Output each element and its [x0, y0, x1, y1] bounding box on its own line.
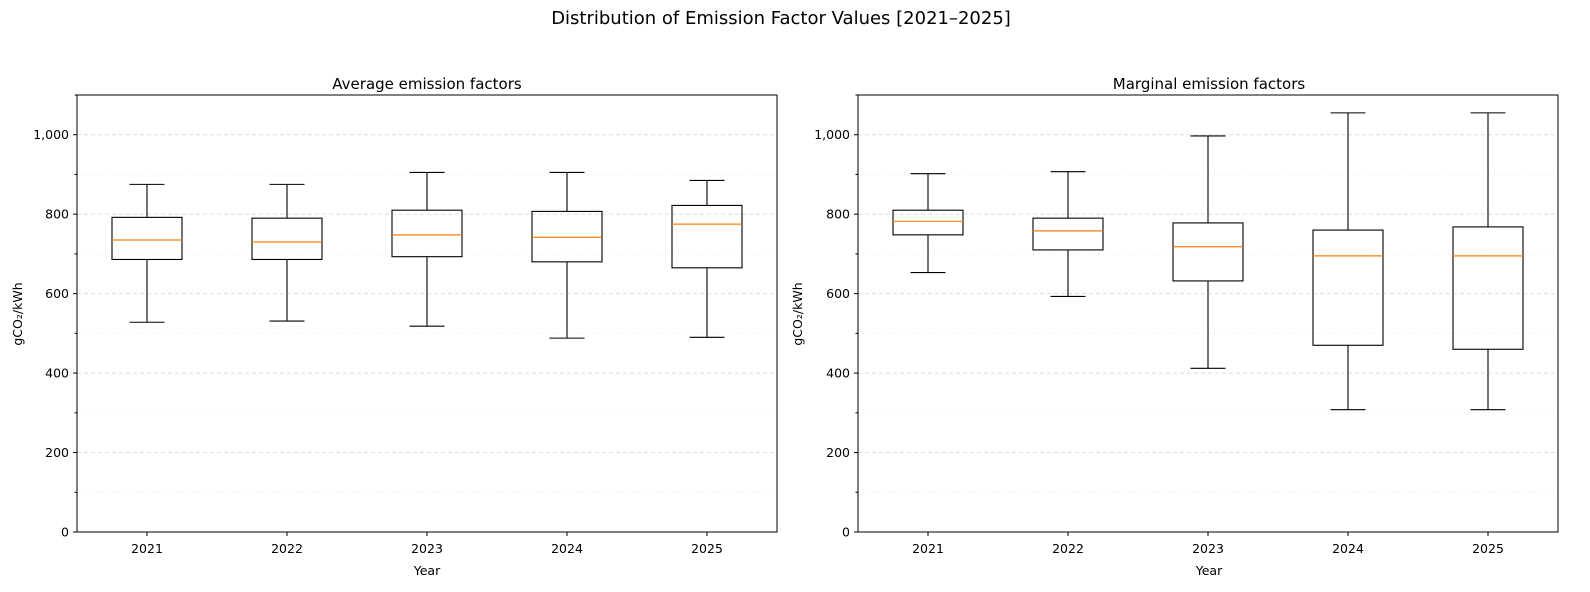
panel-title-marginal: Marginal emission factors — [1113, 75, 1306, 93]
iqr-box — [1312, 229, 1384, 346]
y-tick-label: 0 — [61, 525, 69, 540]
box-2025 — [1452, 112, 1524, 411]
x-tick-label: 2022 — [1052, 541, 1084, 556]
y-axis-label-average: gCO₂/kWh — [10, 282, 25, 345]
axes-frame — [857, 94, 1559, 533]
box-2021 — [111, 183, 183, 323]
box-2022 — [251, 183, 323, 322]
box-2024 — [531, 171, 603, 339]
x-tick-label: 2025 — [1472, 541, 1504, 556]
x-tick-label: 2022 — [271, 541, 303, 556]
x-tick-label: 2021 — [912, 541, 944, 556]
y-tick-label: 1,000 — [814, 127, 850, 142]
box-2023 — [1172, 135, 1244, 369]
y-tick-label: 800 — [826, 207, 850, 222]
iqr-box — [111, 216, 183, 261]
box-2021 — [892, 173, 964, 274]
y-tick-label: 400 — [826, 366, 850, 381]
iqr-box — [892, 209, 964, 236]
y-axis-label-marginal: gCO₂/kWh — [790, 282, 805, 345]
y-tick-label: 0 — [842, 525, 850, 540]
iqr-box — [391, 209, 463, 258]
y-tick-label: 400 — [45, 366, 69, 381]
y-tick-label: 600 — [826, 286, 850, 301]
panel-marginal-emission-factors: Marginal emission factors Year gCO₂/kWh … — [790, 75, 1559, 578]
x-tick-label: 2024 — [1332, 541, 1364, 556]
x-tick-label: 2023 — [1192, 541, 1224, 556]
box-2023 — [391, 171, 463, 327]
iqr-box — [251, 217, 323, 261]
x-axis-label-marginal: Year — [1195, 563, 1223, 578]
iqr-box — [1452, 226, 1524, 350]
iqr-box — [671, 204, 743, 269]
box-2024 — [1312, 112, 1384, 411]
y-tick-label: 200 — [45, 445, 69, 460]
axes-frame — [76, 94, 778, 533]
box-2025 — [671, 179, 743, 338]
panel-average-emission-factors: Average emission factors Year gCO₂/kWh 2… — [10, 75, 778, 578]
x-tick-label: 2024 — [551, 541, 583, 556]
panel-title-average: Average emission factors — [332, 75, 522, 93]
box-2022 — [1032, 171, 1104, 297]
x-axis-label-average: Year — [413, 563, 441, 578]
y-tick-label: 200 — [826, 445, 850, 460]
x-tick-label: 2025 — [691, 541, 723, 556]
y-tick-label: 800 — [45, 207, 69, 222]
y-tick-label: 1,000 — [33, 127, 69, 142]
y-tick-label: 600 — [45, 286, 69, 301]
figure-title: Distribution of Emission Factor Values [… — [551, 8, 1011, 29]
x-tick-label: 2021 — [131, 541, 163, 556]
iqr-box — [1172, 222, 1244, 282]
iqr-box — [1032, 217, 1104, 251]
x-tick-label: 2023 — [411, 541, 443, 556]
